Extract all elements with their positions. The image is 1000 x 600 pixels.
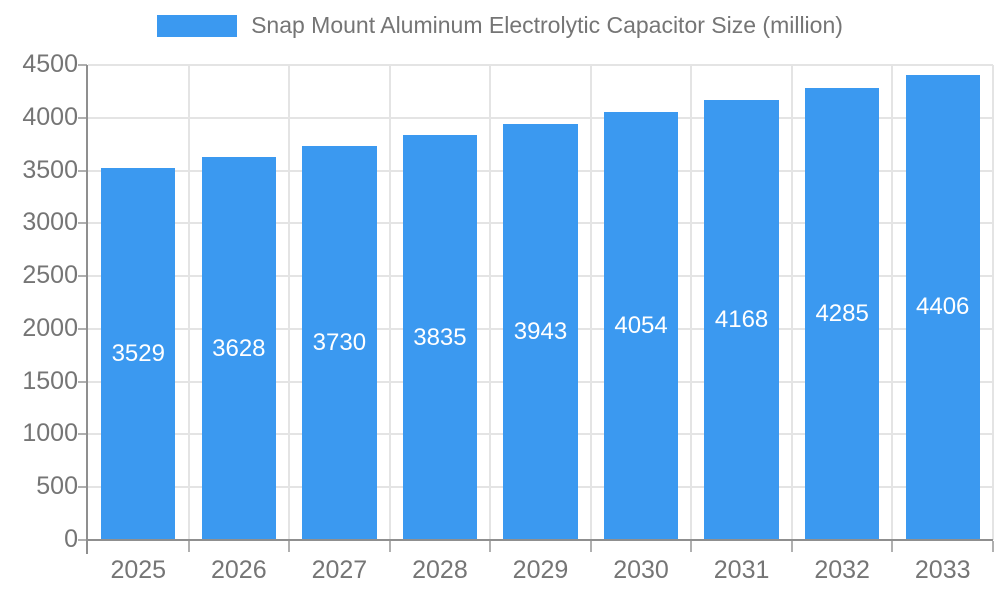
x-tick-label: 2025 <box>110 556 167 584</box>
x-axis-tick <box>589 541 592 552</box>
x-axis-tick <box>288 541 291 552</box>
y-axis-line <box>86 65 88 554</box>
gridline-v <box>891 65 894 540</box>
x-axis-tick <box>891 541 894 552</box>
gridline-h <box>88 116 993 119</box>
y-tick-label: 1000 <box>22 419 78 448</box>
plot-area: 3529 3628 3730 3835 3943 4054 4168 4285 4406 <box>88 64 994 540</box>
y-tick-label: 4000 <box>22 102 78 131</box>
gridline-h <box>88 64 993 66</box>
bar-value-label: 4285 <box>815 299 869 327</box>
legend: Snap Mount Aluminum Electrolytic Capacit… <box>0 12 1000 39</box>
gridline-v <box>187 65 190 540</box>
x-tick-label: 2026 <box>211 556 267 584</box>
x-axis-tick <box>489 541 492 552</box>
bar-value-label: 3730 <box>312 329 367 357</box>
x-axis-line <box>86 539 993 541</box>
bar-value-label: 4168 <box>714 306 769 334</box>
legend-item[interactable]: Snap Mount Aluminum Electrolytic Capacit… <box>157 12 843 39</box>
gridline-v <box>992 65 994 540</box>
bar-2028: 3835 <box>402 135 478 540</box>
bar-2033: 4406 <box>905 74 980 540</box>
gridline-v <box>690 65 693 540</box>
bar-value-label: 3943 <box>513 317 568 345</box>
y-tick-label: 4500 <box>22 49 78 78</box>
gridline-v <box>790 65 793 540</box>
bar-2032: 4285 <box>804 87 880 540</box>
y-tick-label: 3000 <box>22 208 78 237</box>
y-tick-label: 2000 <box>22 313 78 342</box>
x-axis-tick <box>690 541 693 552</box>
y-tick-label: 500 <box>36 472 78 501</box>
bar-value-label: 4054 <box>614 312 668 340</box>
bar-2029: 3943 <box>503 123 578 540</box>
x-tick-label: 2030 <box>613 556 669 584</box>
x-tick-label: 2032 <box>814 556 870 584</box>
y-tick-label: 2500 <box>22 261 78 290</box>
y-tick-label: 3500 <box>22 155 78 184</box>
bar-2025: 3529 <box>101 167 176 540</box>
bar-2031: 4168 <box>704 100 779 540</box>
x-axis-tick <box>388 541 391 552</box>
x-axis-tick <box>187 541 190 552</box>
x-tick-label: 2031 <box>713 556 770 584</box>
bar-2030: 4054 <box>603 112 679 540</box>
gridline-v <box>388 65 391 540</box>
bar-2027: 3730 <box>302 146 377 540</box>
x-axis-tick <box>790 541 793 552</box>
legend-swatch <box>157 14 238 37</box>
gridline-v <box>589 65 592 540</box>
legend-label: Snap Mount Aluminum Electrolytic Capacit… <box>251 12 843 38</box>
y-tick-label: 1500 <box>22 366 78 395</box>
gridline-v <box>288 65 291 540</box>
x-tick-label: 2033 <box>914 556 971 584</box>
bar-2026: 3628 <box>201 157 277 540</box>
bar-value-label: 4406 <box>916 293 970 321</box>
x-tick-label: 2028 <box>412 556 468 584</box>
y-tick-label: 0 <box>64 524 78 553</box>
bar-value-label: 3835 <box>413 323 467 351</box>
gridline-v <box>489 65 492 540</box>
x-axis-tick <box>992 541 994 552</box>
bar-value-label: 3529 <box>111 339 165 367</box>
x-tick-label: 2029 <box>512 556 569 584</box>
x-tick-label: 2027 <box>311 556 368 584</box>
bar-value-label: 3628 <box>212 334 266 362</box>
